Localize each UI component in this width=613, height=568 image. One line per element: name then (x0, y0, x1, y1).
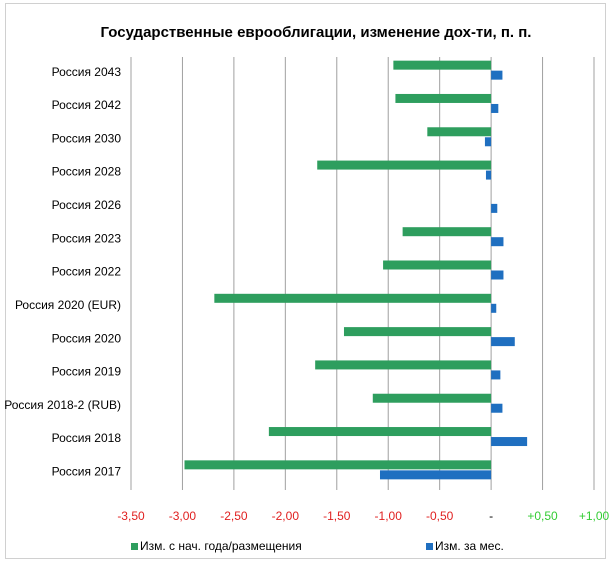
bar (491, 103, 499, 113)
bar (317, 160, 492, 170)
x-tick-label: -2,00 (272, 509, 300, 523)
legend-label: Изм. за мес. (435, 539, 504, 553)
y-tick-label: Россия 2043 (52, 65, 122, 79)
x-tick-label: +0,50 (527, 509, 558, 523)
bar (383, 260, 492, 270)
x-tick-label: -1,00 (375, 509, 403, 523)
bar (491, 70, 503, 80)
x-tick-label: - (489, 509, 493, 523)
y-tick-label: Россия 2028 (52, 165, 122, 179)
bar (491, 203, 498, 213)
bar (491, 237, 504, 247)
x-tick-label: -0,50 (426, 509, 454, 523)
bar (491, 403, 503, 413)
chart-title: Государственные еврооблигации, изменение… (101, 24, 532, 41)
y-tick-label: Россия 2042 (52, 98, 122, 112)
y-tick-label: Россия 2020 (52, 331, 122, 345)
x-tick-label: -1,50 (323, 509, 351, 523)
bar (395, 93, 492, 103)
legend-swatch (131, 543, 138, 550)
x-tick-label: -3,00 (169, 509, 197, 523)
y-tick-label: Россия 2017 (52, 465, 122, 479)
y-tick-label: Россия 2018-2 (RUB) (4, 398, 121, 412)
x-tick-label: +1,00 (579, 509, 610, 523)
x-tick-label: -3,50 (117, 509, 145, 523)
y-tick-label: Россия 2030 (52, 131, 122, 145)
bar (485, 170, 492, 180)
bar (484, 137, 492, 147)
bar (379, 470, 492, 480)
bar (315, 360, 492, 370)
bar (393, 60, 492, 70)
bar (491, 437, 528, 447)
bar (491, 337, 515, 347)
bar (214, 293, 492, 303)
bar (268, 427, 492, 437)
bar (402, 227, 492, 237)
y-tick-label: Россия 2022 (52, 265, 122, 279)
y-tick-label: Россия 2020 (EUR) (15, 298, 121, 312)
y-tick-label: Россия 2019 (52, 365, 122, 379)
bar (491, 370, 501, 380)
bar (427, 127, 492, 137)
y-tick-label: Россия 2023 (52, 231, 122, 245)
bar (491, 270, 504, 280)
bar (343, 327, 492, 337)
bar (184, 460, 492, 470)
bar (491, 303, 497, 313)
legend-label: Изм. с нач. года/размещения (140, 539, 302, 553)
legend-swatch (426, 543, 433, 550)
y-tick-label: Россия 2018 (52, 431, 122, 445)
x-tick-label: -2,50 (220, 509, 248, 523)
y-tick-label: Россия 2026 (52, 198, 122, 212)
bar (372, 393, 492, 403)
